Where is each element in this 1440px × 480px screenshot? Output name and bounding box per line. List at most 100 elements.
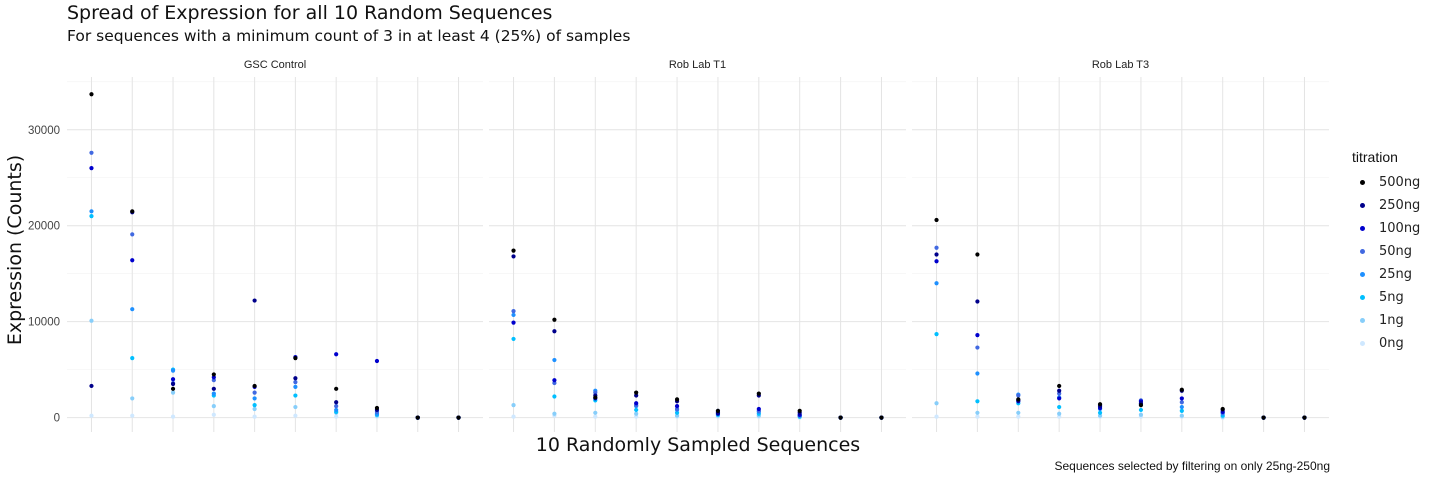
data-point xyxy=(170,381,176,387)
data-point xyxy=(130,396,135,401)
data-point xyxy=(89,383,94,389)
legend-item: 500ng xyxy=(1352,171,1420,194)
data-point xyxy=(415,415,420,420)
data-point xyxy=(593,410,598,415)
data-point xyxy=(1057,396,1062,401)
data-point xyxy=(593,395,598,400)
data-point xyxy=(975,399,980,404)
data-point xyxy=(334,407,339,413)
data-point xyxy=(674,403,680,409)
y-axis-ticks: 0 10000 20000 30000 xyxy=(28,125,60,425)
legend-dot xyxy=(1360,341,1365,346)
data-point xyxy=(334,386,339,391)
data-point xyxy=(89,413,94,418)
data-point xyxy=(1097,410,1103,415)
data-point xyxy=(130,413,135,418)
data-point xyxy=(211,403,216,409)
legend-label: 5ng xyxy=(1379,290,1404,305)
data-point xyxy=(252,383,257,389)
data-point xyxy=(456,415,461,420)
data-point xyxy=(130,356,135,361)
legend: titration 500ng 250ng 100ng 50ng 25ng 5ng 1ng 0… xyxy=(1352,149,1420,355)
data-point xyxy=(552,394,557,399)
facet-labels: GSC Control Rob Lab T1 Rob Lab T3 xyxy=(244,59,1149,71)
data-point xyxy=(1138,403,1144,408)
data-point xyxy=(252,403,257,408)
data-point xyxy=(674,406,680,412)
data-point xyxy=(1057,404,1062,410)
data-point xyxy=(334,352,339,357)
data-point xyxy=(1016,410,1021,415)
data-point xyxy=(89,209,94,214)
data-point xyxy=(634,411,639,416)
data-point xyxy=(130,258,135,263)
data-point xyxy=(975,332,980,338)
legend-label: 25ng xyxy=(1379,267,1413,282)
data-point xyxy=(1138,407,1144,413)
legend-label: 50ng xyxy=(1379,244,1413,259)
data-point xyxy=(511,254,516,259)
facet-label: GSC Control xyxy=(244,59,306,71)
data-point xyxy=(975,414,980,419)
data-point xyxy=(252,298,257,303)
x-axis-label: 10 Randomly Sampled Sequences xyxy=(536,434,860,456)
data-point xyxy=(552,378,557,383)
data-point xyxy=(252,414,257,419)
data-point xyxy=(934,252,939,257)
data-point xyxy=(130,232,135,237)
data-point xyxy=(1016,397,1021,402)
legend-item: 1ng xyxy=(1352,309,1420,332)
data-point xyxy=(634,390,639,395)
data-point xyxy=(293,356,298,361)
data-point xyxy=(334,403,339,409)
chart-subtitle: For sequences with a minimum count of 3 … xyxy=(67,27,631,45)
data-point xyxy=(211,412,216,417)
data-point xyxy=(1057,383,1062,389)
data-point xyxy=(170,368,176,373)
data-point xyxy=(293,376,298,381)
legend-dot xyxy=(1360,272,1365,277)
legend-item: 100ng xyxy=(1352,217,1420,240)
data-point xyxy=(879,415,884,420)
data-point xyxy=(634,407,639,413)
data-point xyxy=(293,393,298,398)
data-point xyxy=(170,390,176,395)
data-point xyxy=(1057,411,1062,416)
legend-dot xyxy=(1360,180,1365,185)
data-point xyxy=(975,299,980,304)
data-point xyxy=(934,245,939,250)
data-point xyxy=(934,332,939,337)
data-point xyxy=(511,312,516,318)
data-point xyxy=(1179,413,1184,418)
legend-dot xyxy=(1360,249,1365,254)
chart-caption: Sequences selected by filtering on only … xyxy=(1054,459,1330,473)
data-point xyxy=(593,414,598,419)
y-tick-label: 0 xyxy=(54,413,60,425)
data-point xyxy=(975,345,980,350)
data-point xyxy=(715,408,721,413)
legend-item: 250ng xyxy=(1352,194,1420,217)
legend-item: 25ng xyxy=(1352,263,1420,286)
data-point xyxy=(293,384,298,390)
data-point xyxy=(170,386,176,391)
y-axis-label: Expression (Counts) xyxy=(4,155,26,345)
data-point xyxy=(1057,391,1062,396)
data-point xyxy=(552,380,557,386)
data-point xyxy=(511,336,516,342)
data-point xyxy=(130,209,135,214)
data-point xyxy=(934,259,939,264)
data-point xyxy=(797,408,802,413)
data-point xyxy=(634,401,639,406)
legend-label: 500ng xyxy=(1379,175,1421,190)
data-point xyxy=(293,413,298,418)
data-point xyxy=(252,396,257,401)
chart-title: Spread of Expression for all 10 Random S… xyxy=(67,2,553,24)
y-tick-label: 30000 xyxy=(28,125,60,137)
legend-dot xyxy=(1360,226,1365,231)
data-point xyxy=(511,320,516,325)
legend-label: 250ng xyxy=(1379,198,1421,213)
legend-item: 5ng xyxy=(1352,286,1420,309)
data-point xyxy=(975,252,980,257)
data-point xyxy=(211,378,216,383)
data-point xyxy=(975,371,980,376)
